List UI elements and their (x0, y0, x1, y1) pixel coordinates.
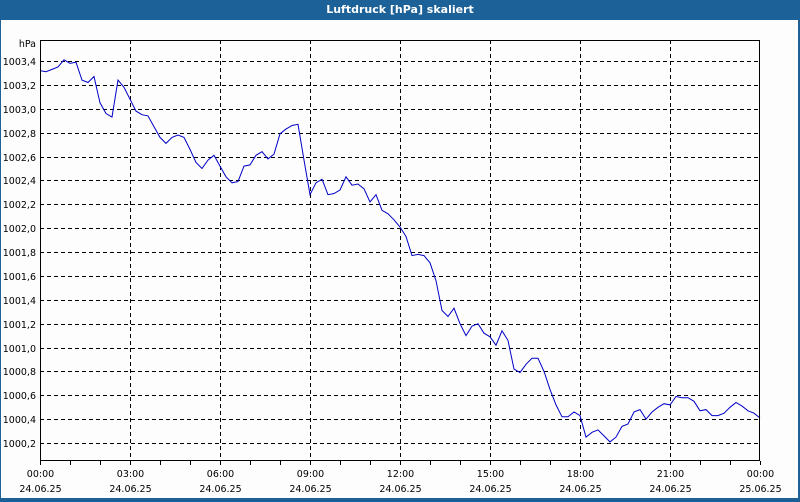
x-tick-date-label: 24.06.25 (379, 484, 421, 495)
x-tick-time-label: 00:00 (747, 469, 774, 480)
x-tick-time-label: 06:00 (207, 469, 234, 480)
x-tick-date-label: 24.06.25 (469, 484, 511, 495)
y-tick-label: 1002,4 (3, 176, 36, 187)
y-tick-label: 1000,8 (3, 367, 36, 378)
x-tick-date-label: 24.06.25 (109, 484, 151, 495)
y-tick-label: 1001,6 (3, 272, 36, 283)
x-tick-date-label: 24.06.25 (19, 484, 61, 495)
y-tick-label: 1003,2 (3, 81, 36, 92)
x-tick-time-label: 15:00 (477, 469, 504, 480)
pressure-line-chart: 1003,4 1003,2 1003,0 1002,8 1002,6 1002,4 1002… (3, 39, 782, 495)
x-tick-time-label: 18:00 (567, 469, 594, 480)
x-tick-time-label: 21:00 (657, 469, 684, 480)
y-tick-label: 1002,6 (3, 153, 36, 164)
x-tick-date-label: 24.06.25 (649, 484, 691, 495)
y-tick-label: 1002,0 (3, 224, 36, 235)
window-title: Luftdruck [hPa] skaliert (0, 0, 800, 20)
pressure-series-line (39, 59, 761, 443)
y-tick-label: 1000,6 (3, 391, 36, 402)
chart-panel: 1003,4 1003,2 1003,0 1002,8 1002,6 1002,4 1002… (1, 20, 798, 498)
y-tick-label: 1002,2 (3, 200, 36, 211)
y-tick-label: 1003,0 (3, 105, 36, 116)
y-tick-label: 1003,4 (3, 57, 36, 68)
y-axis: 1003,4 1003,2 1003,0 1002,8 1002,6 1002,4 1002… (3, 57, 36, 450)
y-tick-label: 1001,4 (3, 296, 36, 307)
x-tick-date-label: 24.06.25 (289, 484, 331, 495)
plot-frame (40, 40, 760, 461)
x-tick-date-label: 25.06.25 (739, 484, 781, 495)
x-tick-time-label: 03:00 (117, 469, 144, 480)
y-axis-unit-label: hPa (19, 39, 36, 50)
x-axis: 00:00 24.06.25 03:00 24.06.25 06:00 24.06.25 0… (19, 461, 782, 495)
x-tick-time-label: 00:00 (27, 469, 54, 480)
x-tick-date-label: 24.06.25 (199, 484, 241, 495)
y-tick-label: 1000,4 (3, 415, 36, 426)
x-tick-date-label: 24.06.25 (559, 484, 601, 495)
y-tick-label: 1000,2 (3, 439, 36, 450)
y-tick-label: 1001,0 (3, 344, 36, 355)
x-tick-time-label: 12:00 (387, 469, 414, 480)
y-tick-label: 1001,2 (3, 320, 36, 331)
chart-grid (40, 40, 760, 460)
y-tick-label: 1001,8 (3, 248, 36, 259)
x-tick-time-label: 09:00 (297, 469, 324, 480)
y-tick-label: 1002,8 (3, 129, 36, 140)
